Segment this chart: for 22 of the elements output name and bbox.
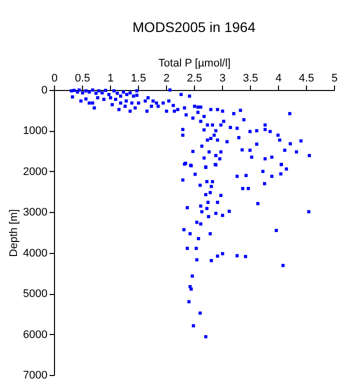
x-tick-label: 1 — [107, 72, 114, 84]
y-tick-label: 7000 — [23, 370, 48, 382]
y-tick-label: 0 — [41, 84, 48, 96]
x-tick-label: 1.5 — [130, 72, 146, 84]
y-tick-label: 5000 — [23, 288, 48, 300]
x-tick-label: 0 — [51, 72, 58, 84]
y-axis-title: Depth [m] — [8, 209, 20, 257]
x-tick-label: 4.5 — [298, 72, 314, 84]
chart-title: MODS2005 in 1964 — [132, 19, 256, 35]
x-tick-label: 5 — [331, 72, 338, 84]
y-tick-label: 2000 — [23, 166, 48, 178]
x-tick-label: 3.5 — [242, 72, 258, 84]
x-tick-label: 4 — [275, 72, 282, 84]
x-tick-label: 0.5 — [74, 72, 90, 84]
x-axis-title: Total P [µmol/l] — [158, 58, 231, 70]
y-tick-label: 1000 — [23, 125, 48, 138]
x-tick-label: 2 — [163, 72, 170, 84]
y-tick-label: 4000 — [23, 247, 48, 260]
x-tick-label: 2.5 — [186, 72, 202, 84]
y-tick-label: 6000 — [23, 328, 48, 341]
x-tick-label: 3 — [219, 72, 226, 84]
y-tick-label: 3000 — [23, 206, 48, 219]
